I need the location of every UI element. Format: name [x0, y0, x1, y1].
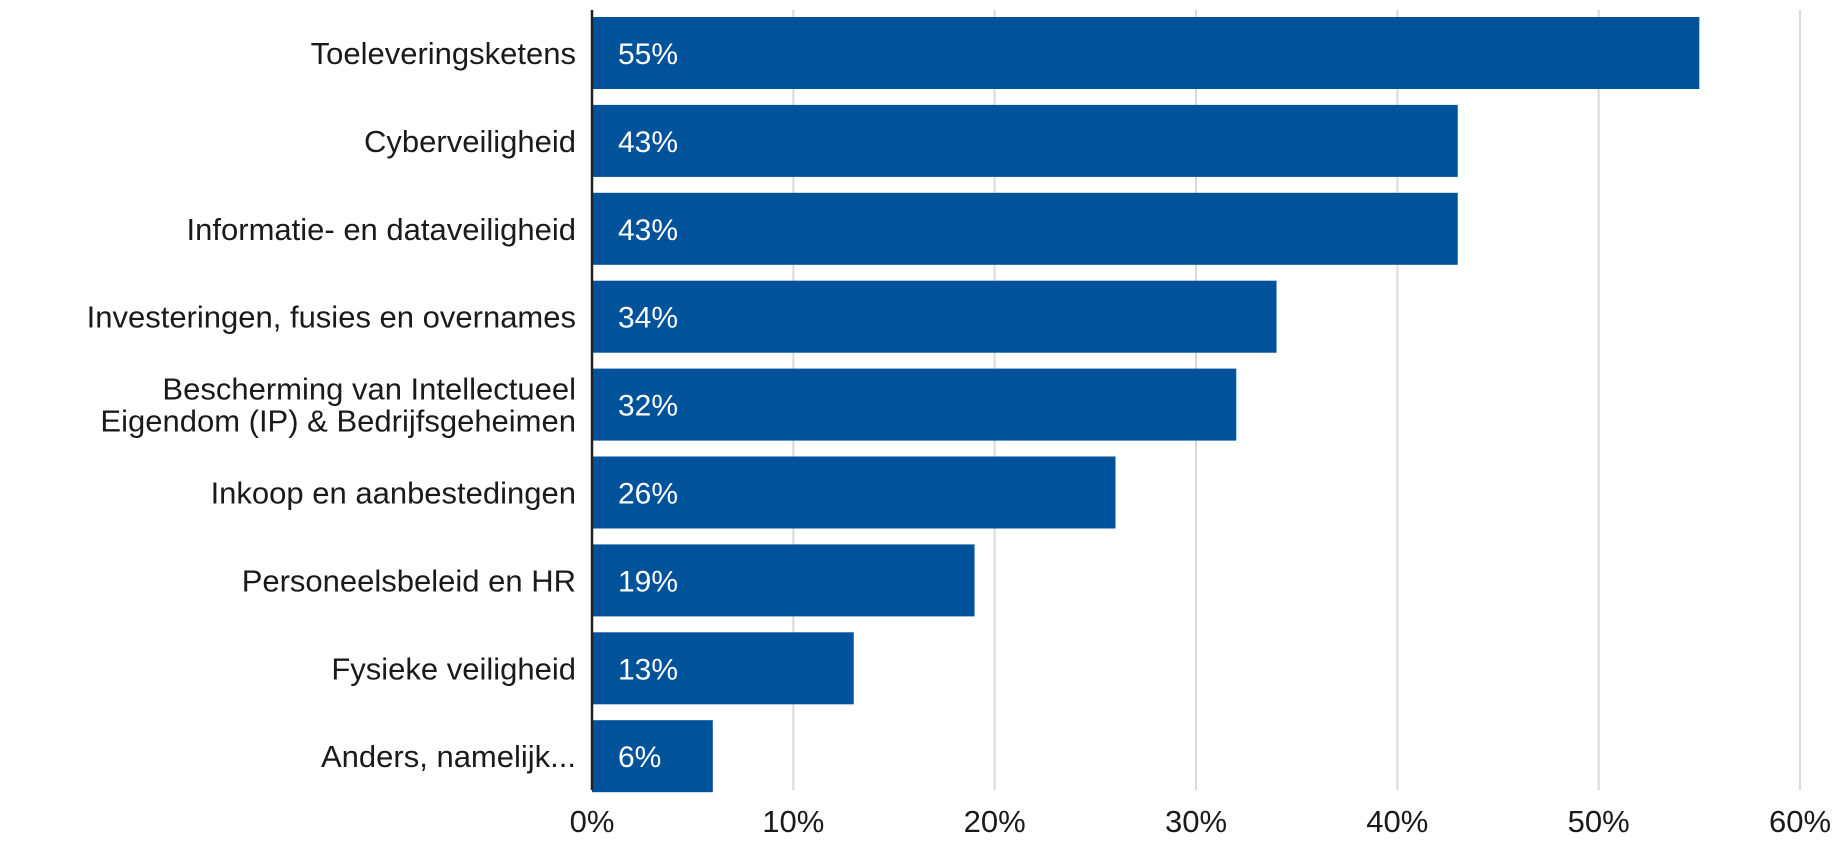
category-label: Anders, namelijk...: [321, 739, 576, 774]
data-label: 32%: [618, 390, 678, 423]
bar: [592, 544, 975, 617]
data-label: 34%: [618, 302, 678, 335]
labels: 0% 10% 20% 30% 40% 50% 60% 55% Toeleveringsketen…: [87, 36, 1831, 839]
data-label: 6%: [618, 741, 661, 774]
bar: [592, 720, 713, 793]
bar: [592, 456, 1116, 529]
bar: [592, 192, 1458, 265]
bars: [592, 17, 1700, 793]
data-label: 43%: [618, 126, 678, 159]
category-label: Informatie- en dataveiligheid: [187, 212, 576, 247]
bar: [592, 17, 1700, 89]
category-label: Personeelsbeleid en HR: [242, 563, 576, 598]
x-tick-label: 50%: [1568, 804, 1630, 839]
x-tick-label: 30%: [1165, 804, 1227, 839]
x-tick-label: 40%: [1366, 804, 1428, 839]
bar: [592, 368, 1237, 441]
bar: [592, 280, 1277, 353]
category-label: Cyberveiligheid: [364, 124, 576, 159]
category-label: Inkoop en aanbestedingen: [211, 476, 576, 511]
category-label: Eigendom (IP) & Bedrijfsgeheimen: [100, 404, 576, 439]
data-label: 26%: [618, 478, 678, 511]
data-label: 19%: [618, 565, 678, 598]
x-tick-label: 20%: [964, 804, 1026, 839]
category-label: Toeleveringsketens: [311, 36, 576, 71]
bar: [592, 632, 854, 705]
data-label: 55%: [618, 38, 678, 71]
x-tick-label: 10%: [762, 804, 824, 839]
category-label: Investeringen, fusies en overnames: [87, 300, 576, 335]
x-tick-label: 60%: [1769, 804, 1831, 839]
x-tick-label: 0%: [570, 804, 615, 839]
category-label: Bescherming van Intellectueel: [162, 372, 576, 407]
bar: [592, 104, 1458, 177]
category-label: Fysieke veiligheid: [331, 651, 576, 686]
data-label: 13%: [618, 653, 678, 686]
data-label: 43%: [618, 214, 678, 247]
